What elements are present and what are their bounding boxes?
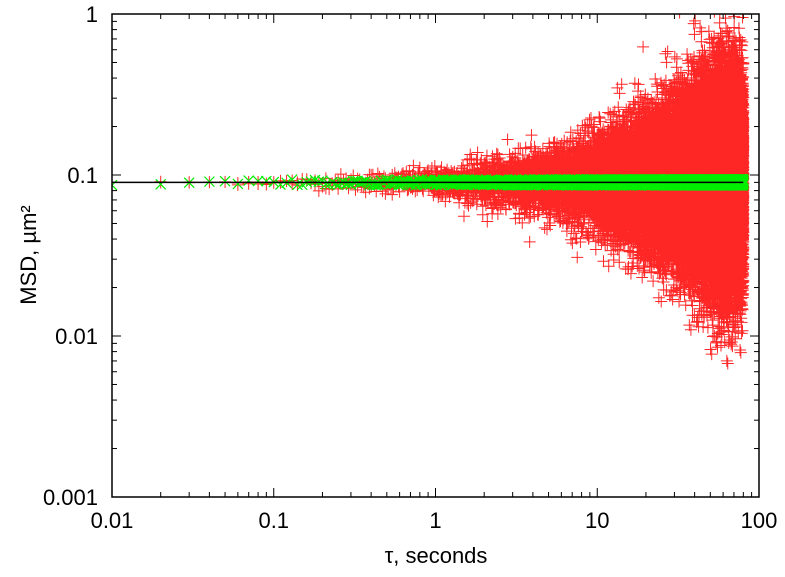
- y-tick-label: 1: [86, 2, 98, 27]
- x-axis-title: τ, seconds: [385, 543, 488, 568]
- x-tick-label: 100: [741, 508, 778, 533]
- y-tick-label: 0.001: [43, 485, 98, 510]
- y-tick-label: 0.01: [55, 324, 98, 349]
- axis-ticks: [111, 14, 759, 498]
- x-tick-label: 0.01: [91, 508, 134, 533]
- x-tick-label: 1: [429, 508, 441, 533]
- x-tick-label: 10: [585, 508, 609, 533]
- y-tick-label: 0.1: [67, 163, 98, 188]
- x-tick-label: 0.1: [258, 508, 289, 533]
- plot-area: [112, 14, 750, 370]
- y-tick-labels: 1 0.1 0.01 0.001: [43, 2, 98, 510]
- x-tick-labels: 0.01 0.1 1 10 100: [91, 508, 778, 533]
- y-axis-title: MSD, µm²: [16, 205, 41, 304]
